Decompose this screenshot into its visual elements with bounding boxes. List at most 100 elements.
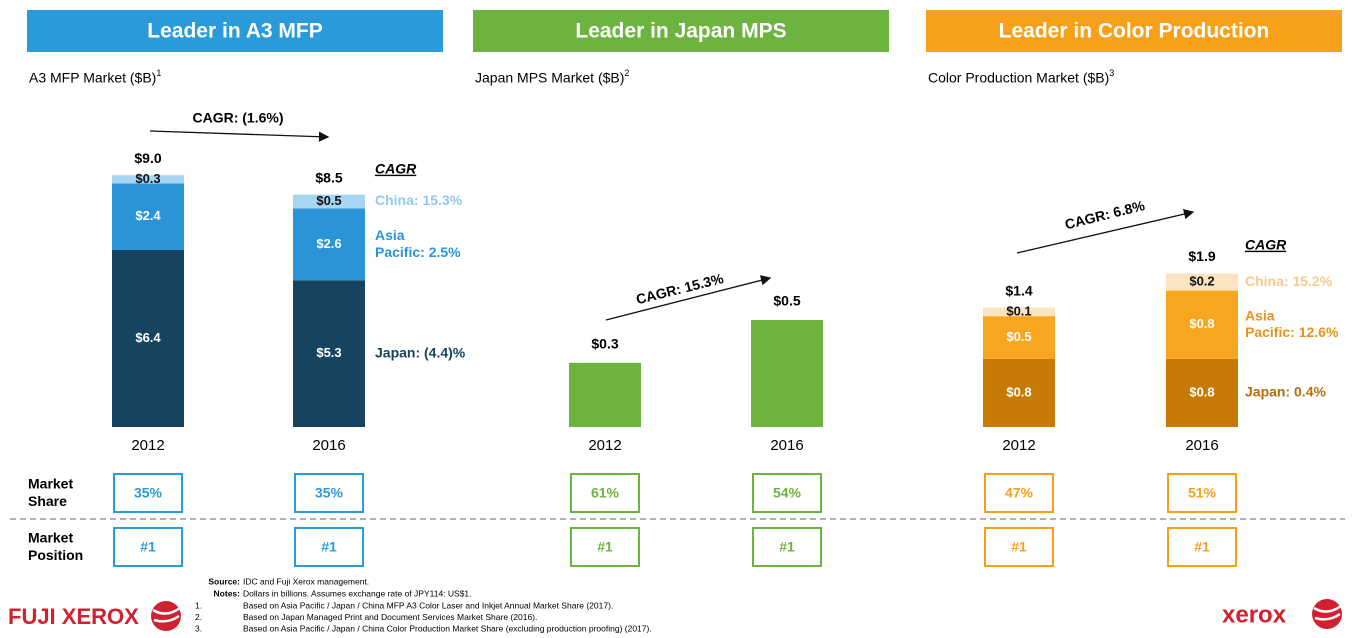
value-label: $2.4 [135,208,161,223]
line: Pacific: 12.6% [1245,324,1339,340]
footnote-num: 1. [195,600,202,610]
legend-label: China: 15.3% [375,192,463,208]
x-tick-label: 2012 [1002,437,1035,454]
logo-ball [1312,599,1342,629]
bar-segment [293,208,365,281]
share-box [294,473,364,513]
notes: Dollars in billions. Assumes exchange ra… [243,588,472,598]
annotation: CAGR: (1.6%) [192,110,283,126]
value-label: $0.2 [1189,273,1214,288]
bar-segment [112,183,184,250]
header: Leader in A3 MFP [147,20,322,43]
total-label: $1.4 [1005,282,1032,298]
share-label: 47% [1005,485,1034,501]
x-tick-label: 2012 [131,437,164,454]
line: Asia [1245,307,1275,323]
line: Pacific: 2.5% [375,244,461,260]
x-tick-label: 2016 [1185,437,1218,454]
position-label: #1 [1194,539,1210,555]
share-box [113,473,183,513]
position-label: #1 [1011,539,1027,555]
title-note: 3 [1109,68,1114,78]
share-box [752,473,822,513]
cagr-arrow [1016,209,1195,254]
position-label: #1 [779,539,795,555]
line: Market [28,475,73,491]
source: IDC and Fuji Xerox management. [243,576,369,586]
position-box [752,527,822,567]
bar-segment [1166,290,1238,359]
position-label: #1 [140,539,156,555]
share-label: 54% [773,485,802,501]
title-note: 2 [624,68,629,78]
value-label: $0.8 [1006,384,1031,399]
bar-segment [112,175,184,184]
value-label: $5.3 [316,345,341,360]
legend-label: Japan: 0.4% [1245,384,1326,400]
header: Leader in Japan MPS [575,20,786,43]
value-label: $0.3 [135,171,160,186]
legend-label: Asia Pacific: 12.6% [1245,307,1339,340]
value-label: $0.5 [773,293,800,309]
row-label: Market Position [28,529,83,563]
position-label: #1 [597,539,613,555]
bar-segment [112,249,184,427]
footnote: Based on Asia Pacific / Japan / China MF… [243,600,613,610]
legend-label: China: 15.2% [1245,273,1333,289]
line: Asia [375,227,405,243]
legend-title: CAGR [1245,237,1287,253]
position-box [294,527,364,567]
share-box [570,473,640,513]
subtitle: Japan MPS Market ($B)2 [475,68,629,85]
bar-segment [1166,273,1238,291]
header-bar [473,10,889,52]
bar-segment [293,194,365,209]
line: Position [28,547,83,563]
subtitle: Color Production Market ($B)3 [928,68,1114,85]
logo-swoosh [152,606,181,623]
share-label: 35% [134,485,163,501]
total-label: $1.9 [1188,248,1215,264]
bar-segment [293,280,365,427]
subtitle: A3 MFP Market ($B)1 [29,68,161,85]
bar-segment [983,307,1055,317]
position-box [984,527,1054,567]
value-label: $2.6 [316,236,341,251]
x-tick-label: 2016 [770,437,803,454]
legend-title: CAGR [375,161,417,177]
value-label: $0.1 [1006,303,1031,318]
share-box [1167,473,1237,513]
bar [569,362,641,427]
value-label: $0.8 [1189,316,1214,331]
position-box [113,527,183,567]
notes-label: Notes: [214,588,241,598]
legend-label: Asia Pacific: 2.5% [375,227,461,260]
header-bar [926,10,1342,52]
annotation: CAGR: 6.8% [1063,197,1147,232]
logo-ball [151,601,181,631]
logo-swoosh [1313,604,1342,621]
bar-segment [983,316,1055,359]
header-bar [27,10,443,52]
value-label: $6.4 [135,330,161,345]
cagr-arrow [149,130,330,142]
bar [751,320,823,427]
logo-text: FUJI XEROX [8,604,139,629]
value-label: $0.3 [591,336,618,352]
share-box [984,473,1054,513]
bar-segment [983,358,1055,427]
position-box [570,527,640,567]
value-label: $0.5 [316,193,341,208]
title-note: 1 [156,68,161,78]
value-label: $0.8 [1189,384,1214,399]
share-label: 51% [1188,485,1217,501]
x-tick-label: 2016 [312,437,345,454]
legend-label: Japan: (4.4)% [375,344,466,360]
position-label: #1 [321,539,337,555]
logo-text: xerox [1222,601,1287,628]
value-label: $0.5 [1006,329,1031,344]
bar-segment [1166,358,1238,427]
line: Market [28,529,73,545]
total-label: $9.0 [134,150,161,166]
